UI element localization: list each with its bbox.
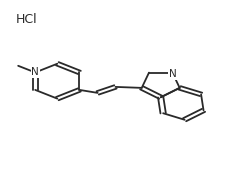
- Text: N: N: [31, 67, 39, 77]
- Text: HCl: HCl: [16, 13, 38, 26]
- Text: N: N: [169, 69, 176, 79]
